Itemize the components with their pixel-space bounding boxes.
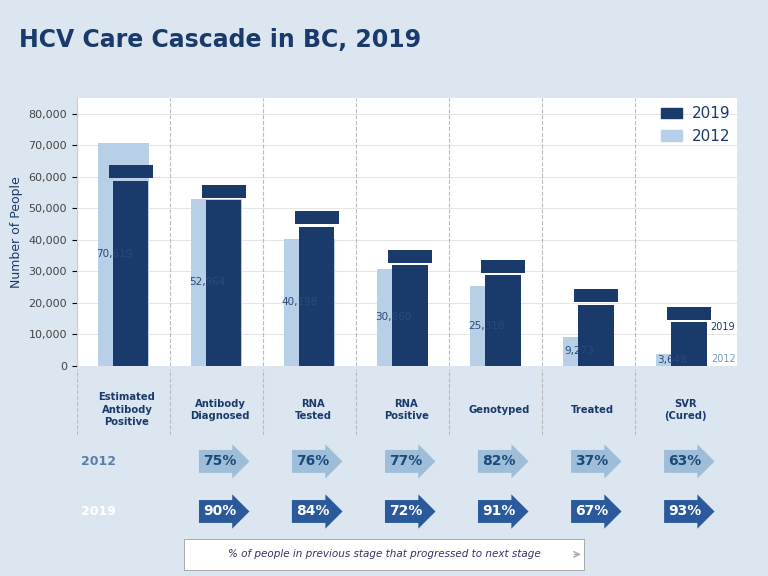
Text: Estimated
Antibody
Positive: Estimated Antibody Positive <box>98 392 155 427</box>
Bar <box>578 305 614 366</box>
Text: 91%: 91% <box>482 505 516 518</box>
Bar <box>392 266 428 366</box>
Text: 2012: 2012 <box>710 354 736 364</box>
Bar <box>671 322 707 366</box>
Bar <box>284 239 335 366</box>
Text: 76%: 76% <box>296 454 329 468</box>
Bar <box>190 199 242 366</box>
Text: 2019: 2019 <box>710 322 735 332</box>
Text: RNA
Tested: RNA Tested <box>295 399 332 421</box>
Bar <box>656 354 707 366</box>
Text: HCV Care Cascade in BC, 2019: HCV Care Cascade in BC, 2019 <box>19 28 422 52</box>
Text: 30,860: 30,860 <box>375 312 411 322</box>
Text: 3,648: 3,648 <box>657 355 687 365</box>
Y-axis label: Number of People: Number of People <box>10 176 23 288</box>
Text: Genotyped: Genotyped <box>468 405 530 415</box>
Text: 13,928: 13,928 <box>669 308 709 318</box>
Text: 2019: 2019 <box>81 505 116 518</box>
Text: Antibody
Diagnosed: Antibody Diagnosed <box>190 399 250 421</box>
Text: SVR
(Cured): SVR (Cured) <box>664 399 707 421</box>
Text: 52,641: 52,641 <box>204 186 244 196</box>
Text: 63%: 63% <box>669 454 702 468</box>
Text: Treated: Treated <box>571 405 614 415</box>
Bar <box>113 180 148 366</box>
Bar <box>485 275 521 366</box>
Text: 52,964: 52,964 <box>189 277 225 287</box>
Bar <box>563 336 614 366</box>
Text: 40,198: 40,198 <box>282 297 318 308</box>
Text: 72%: 72% <box>389 505 423 518</box>
Text: 28,834: 28,834 <box>482 261 523 271</box>
Text: 67%: 67% <box>575 505 609 518</box>
Text: 75%: 75% <box>204 454 237 468</box>
Text: 19,394: 19,394 <box>576 291 616 301</box>
Text: 9,273: 9,273 <box>564 346 594 356</box>
Text: % of people in previous stage that progressed to next stage: % of people in previous stage that progr… <box>227 550 541 559</box>
Text: 93%: 93% <box>669 505 702 518</box>
Legend: 2019, 2012: 2019, 2012 <box>655 100 737 150</box>
Text: 84%: 84% <box>296 505 329 518</box>
Text: 2012: 2012 <box>81 455 117 468</box>
Text: 31,825: 31,825 <box>389 252 430 262</box>
Text: 25,318: 25,318 <box>468 321 505 331</box>
Bar <box>98 143 149 366</box>
Bar <box>377 268 428 366</box>
Text: 82%: 82% <box>482 454 516 468</box>
Text: 37%: 37% <box>575 454 609 468</box>
Text: RNA
Positive: RNA Positive <box>384 399 429 421</box>
Text: 70,619: 70,619 <box>96 249 132 260</box>
Bar <box>299 226 335 366</box>
Bar <box>206 200 241 366</box>
Text: 77%: 77% <box>389 454 422 468</box>
Text: 44,150: 44,150 <box>296 213 337 223</box>
Text: 58,776: 58,776 <box>111 167 151 177</box>
Bar <box>470 286 521 366</box>
Text: 90%: 90% <box>204 505 237 518</box>
